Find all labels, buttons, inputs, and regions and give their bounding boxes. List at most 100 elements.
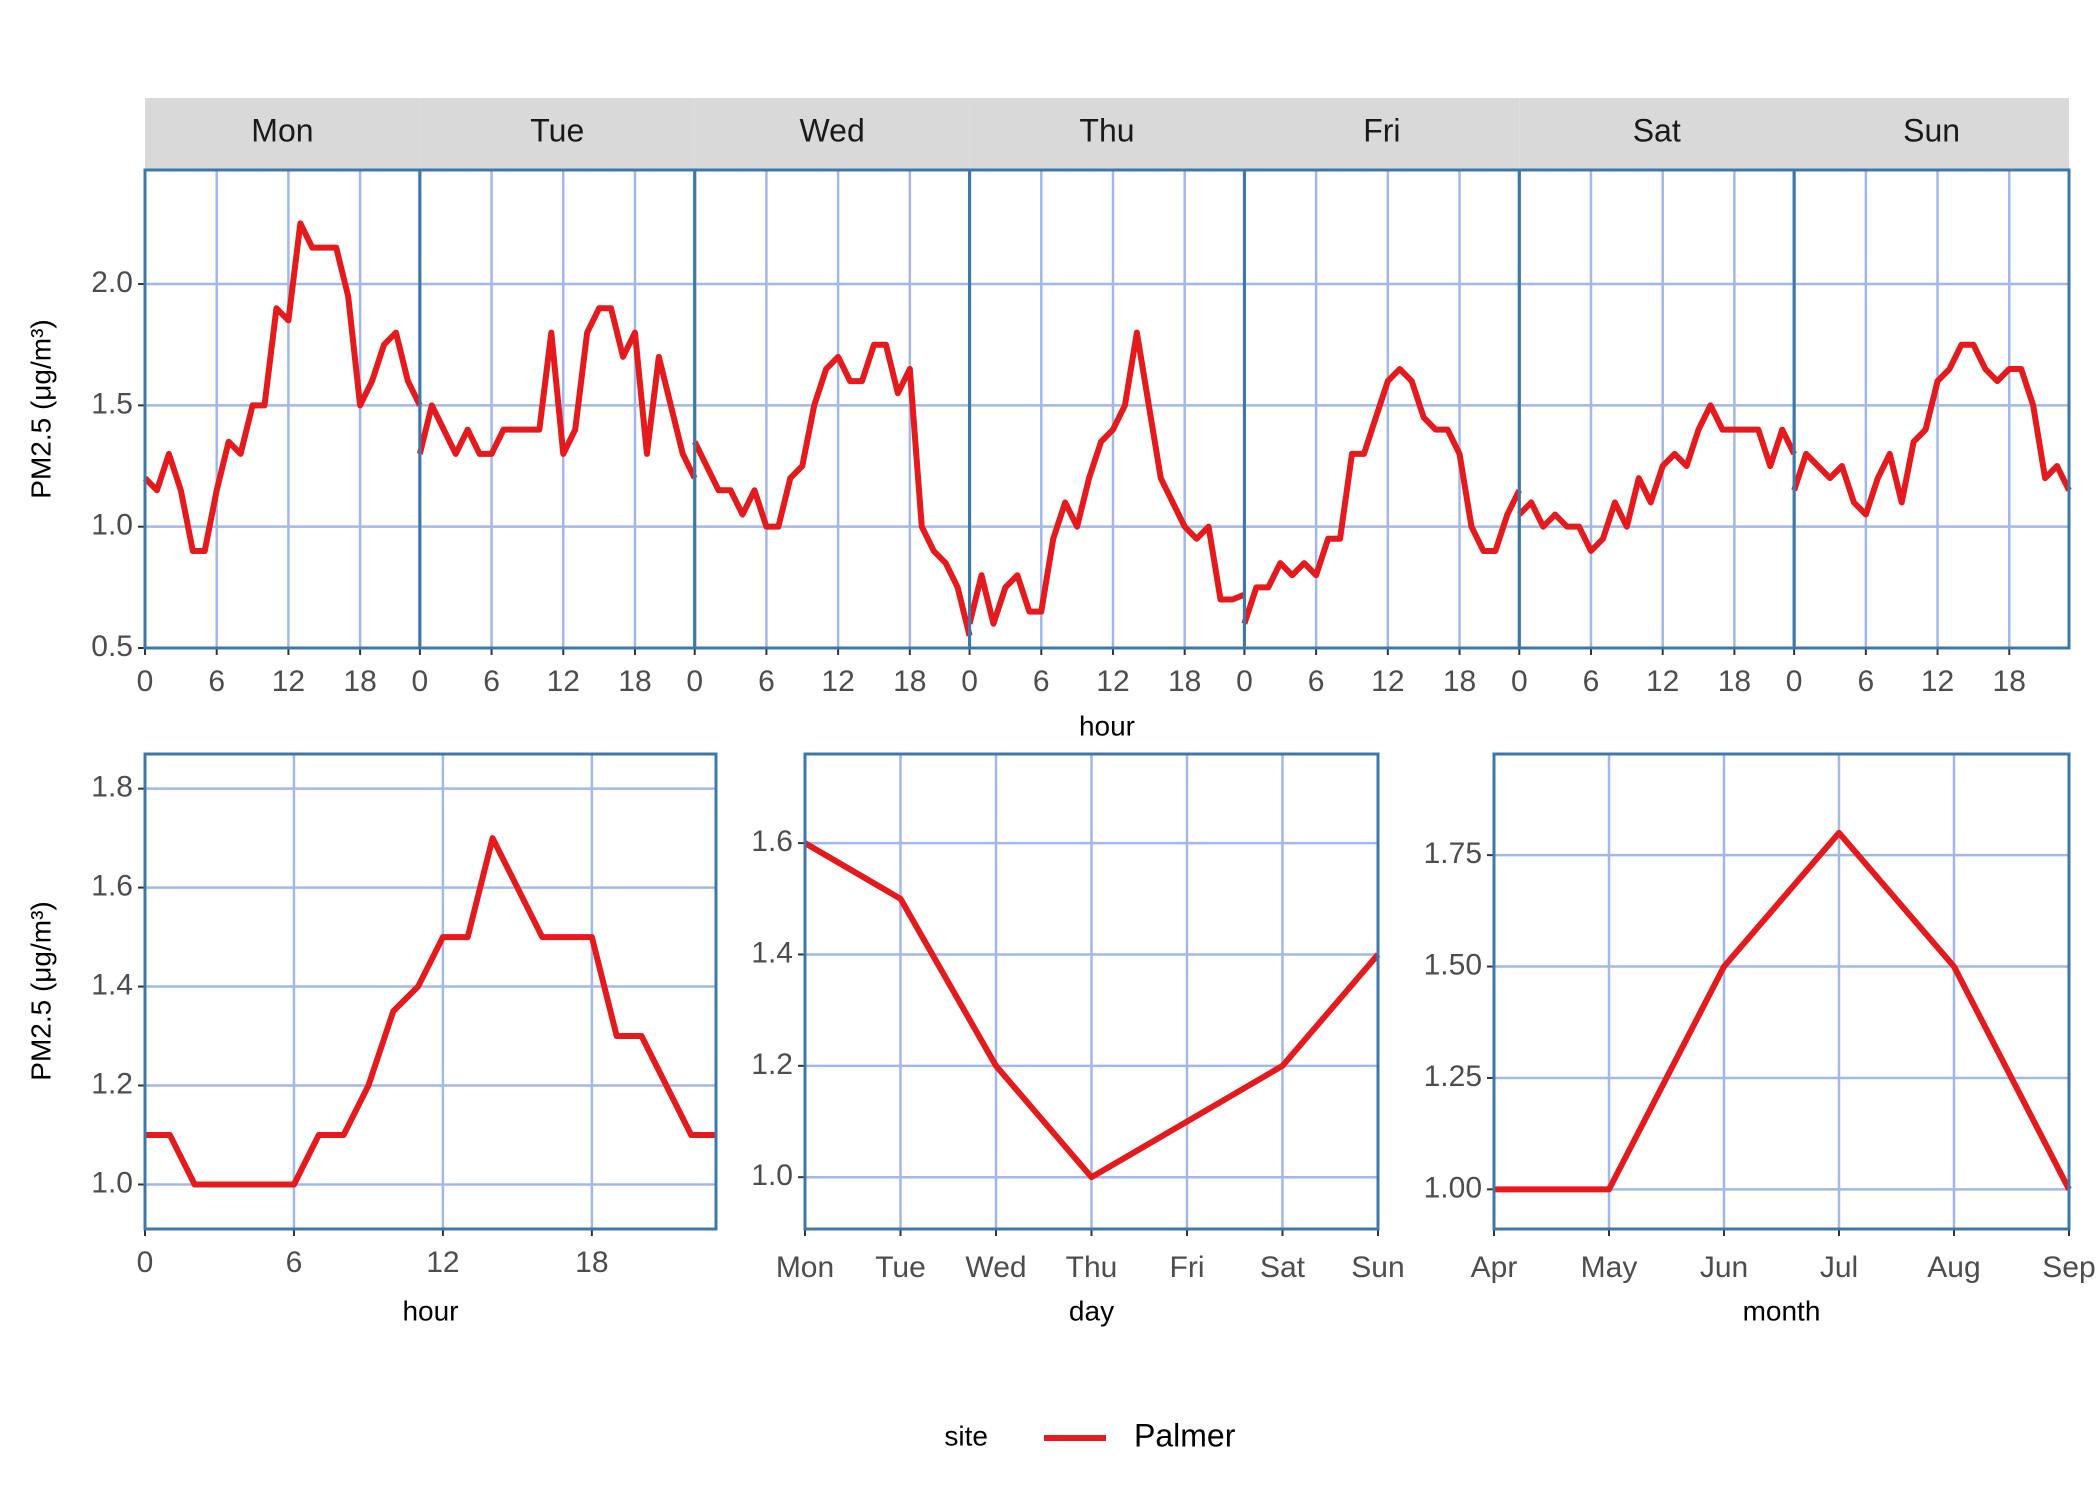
y-tick-label: 1.4 <box>751 936 793 969</box>
y-tick-label: 1.00 <box>1424 1171 1482 1204</box>
y-tick-label: 2.0 <box>91 266 133 299</box>
y-tick-label: 1.5 <box>91 387 133 420</box>
panel-border <box>693 168 972 650</box>
y-tick-label: 1.0 <box>91 1166 133 1199</box>
y-tick-label: 1.8 <box>91 771 133 804</box>
facet-label: Fri <box>1363 112 1400 148</box>
facet-label: Sat <box>1633 112 1681 148</box>
x-tick-label: Apr <box>1471 1251 1518 1284</box>
x-tick-label: Aug <box>1927 1251 1980 1284</box>
x-tick-label: Jun <box>1700 1251 1748 1284</box>
x-tick-label: Sep <box>2042 1251 2095 1284</box>
x-tick-label: 6 <box>1583 665 1600 698</box>
data-line <box>416 305 698 480</box>
x-tick-label: 18 <box>1718 665 1751 698</box>
data-line <box>1791 341 2072 518</box>
x-tick-label: 6 <box>286 1246 303 1279</box>
facet-strip <box>145 98 420 170</box>
data-line <box>1494 829 2072 1193</box>
x-tick-label: 0 <box>1511 665 1528 698</box>
facet-label: Thu <box>1079 112 1134 148</box>
y-tick-label: 1.50 <box>1424 948 1482 981</box>
x-tick-label: 12 <box>1371 665 1404 698</box>
panel-border <box>143 168 422 650</box>
x-tick-label: 0 <box>137 1246 154 1279</box>
y-tick-label: 0.5 <box>91 630 133 663</box>
x-tick-label: 12 <box>821 665 854 698</box>
y-tick-label: 1.25 <box>1424 1060 1482 1093</box>
x-tick-label: 0 <box>137 665 154 698</box>
facet-strip <box>694 98 970 170</box>
facet-label: Mon <box>251 112 313 148</box>
x-tick-label: 0 <box>1786 665 1803 698</box>
y-tick-label: 1.0 <box>751 1159 793 1192</box>
data-line <box>803 840 1381 1181</box>
y-tick-label: 1.2 <box>91 1067 133 1100</box>
y-tick-label: 1.2 <box>751 1048 793 1081</box>
x-tick-label: 6 <box>1308 665 1325 698</box>
x-tick-label: 0 <box>961 665 978 698</box>
facet-label: Wed <box>800 112 865 148</box>
facet-strip <box>969 98 1245 170</box>
x-tick-label: Wed <box>965 1251 1026 1284</box>
facet-label: Sun <box>1903 112 1960 148</box>
x-tick-label: 18 <box>343 665 376 698</box>
x-tick-label: Tue <box>875 1251 926 1284</box>
x-tick-label: 0 <box>686 665 703 698</box>
x-tick-label: 6 <box>1033 665 1050 698</box>
facet-strip <box>1244 98 1520 170</box>
x-tick-label: 12 <box>426 1246 459 1279</box>
data-line <box>142 220 423 554</box>
facet-label: Tue <box>530 112 584 148</box>
x-tick-label: 12 <box>1646 665 1679 698</box>
x-tick-label: Mon <box>776 1251 834 1284</box>
x-tick-label: 18 <box>1443 665 1476 698</box>
y-tick-label: 1.0 <box>91 509 133 542</box>
x-axis-title: day <box>1069 1295 1114 1326</box>
legend-label: Palmer <box>1134 1417 1236 1453</box>
x-tick-label: 6 <box>1858 665 1875 698</box>
data-line <box>966 329 1246 627</box>
x-tick-label: Sat <box>1260 1251 1306 1284</box>
x-axis-title: month <box>1743 1295 1821 1326</box>
x-tick-label: Thu <box>1066 1251 1118 1284</box>
x-tick-label: 18 <box>893 665 926 698</box>
panel-border <box>1242 168 1521 650</box>
y-tick-label: 1.4 <box>91 968 133 1001</box>
x-tick-label: Sun <box>1351 1251 1404 1284</box>
data-line <box>692 341 973 637</box>
legend-title: site <box>944 1420 988 1451</box>
panel-border <box>1517 168 1796 650</box>
facet-strip <box>1519 98 1795 170</box>
x-tick-label: 18 <box>575 1246 608 1279</box>
x-tick-label: 12 <box>272 665 305 698</box>
x-tick-label: Fri <box>1170 1251 1205 1284</box>
panel-border <box>1492 752 2071 1231</box>
x-tick-label: 6 <box>483 665 500 698</box>
panel-border <box>968 168 1246 650</box>
y-axis-title: PM2.5 (μg/m³) <box>25 901 56 1080</box>
data-line <box>1517 402 1797 554</box>
x-axis-title: hour <box>402 1295 458 1326</box>
x-tick-label: 18 <box>1168 665 1201 698</box>
x-axis-title: hour <box>1079 710 1135 741</box>
facet-strip <box>1794 98 2069 170</box>
x-tick-label: 12 <box>1096 665 1129 698</box>
data-line <box>1241 365 1522 625</box>
x-tick-label: 18 <box>1993 665 2026 698</box>
x-tick-label: 0 <box>412 665 429 698</box>
y-tick-label: 1.75 <box>1424 837 1482 870</box>
x-tick-label: 18 <box>618 665 651 698</box>
panel-border <box>143 752 718 1231</box>
x-tick-label: 12 <box>1921 665 1954 698</box>
panel-border <box>803 752 1380 1231</box>
y-tick-label: 1.6 <box>91 870 133 903</box>
data-line <box>145 835 716 1188</box>
y-axis-title: PM2.5 (μg/m³) <box>25 319 56 498</box>
x-tick-label: May <box>1581 1251 1638 1284</box>
facet-strip <box>419 98 695 170</box>
x-tick-label: Jul <box>1820 1251 1858 1284</box>
x-tick-label: 6 <box>758 665 775 698</box>
